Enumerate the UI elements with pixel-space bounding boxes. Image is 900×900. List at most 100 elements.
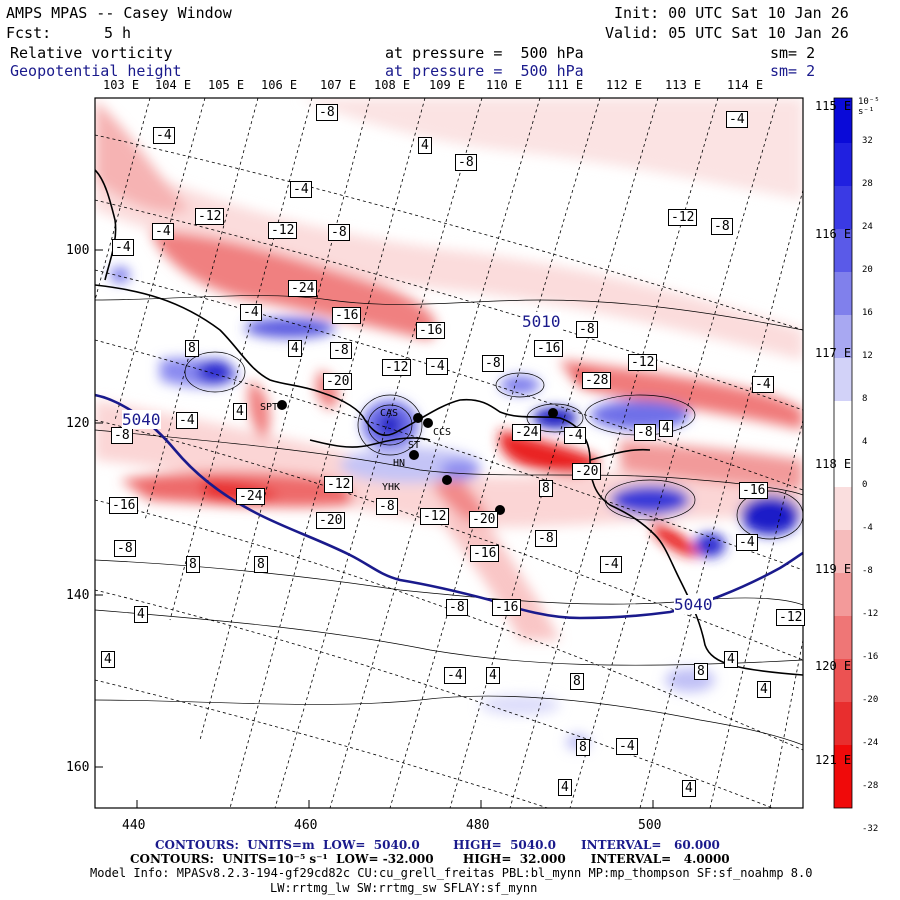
x-tick-label: 440 <box>122 818 146 833</box>
lat-lon-grid <box>95 98 803 808</box>
forecast-hours: 5 h <box>104 24 132 42</box>
station-label: CCS <box>433 427 452 438</box>
vorticity-contour-label: 4 <box>418 137 432 154</box>
colorbar-tick-label: -28 <box>862 781 879 791</box>
vorticity-contour-label: -8 <box>316 104 338 121</box>
init-time: Init: 00 UTC Sat 10 Jan 26 <box>614 4 849 22</box>
model-info: Model Info: MPASv8.2.3-194-gf29cd82c CU:… <box>90 866 813 880</box>
lon-label: 111 E <box>547 78 584 92</box>
vorticity-contour-label: -8 <box>576 321 598 338</box>
vorticity-contour-label: -12 <box>776 609 806 626</box>
vorticity-contour-label: -8 <box>482 355 504 372</box>
vorticity-contour-label: 8 <box>694 663 708 680</box>
field1-smoothing: sm= 2 <box>770 44 816 62</box>
vorticity-contour-label: -20 <box>469 511 499 528</box>
height-label: 5010 <box>522 312 561 331</box>
vorticity-contour-label: -24 <box>236 488 266 505</box>
vorticity-contour-info: CONTOURS: UNITS=10⁻⁵ s⁻¹ LOW= -32.000 HI… <box>130 852 730 866</box>
vorticity-contour-label: -16 <box>534 340 564 357</box>
colorbar-tick-label: 28 <box>862 179 873 189</box>
right-lon-label: 117 E <box>815 346 852 360</box>
y-tick-label: 140 <box>66 588 90 603</box>
vorticity-contour-label: -20 <box>323 373 353 390</box>
vorticity-contour-label: 8 <box>576 739 590 756</box>
colorbar-tick-label: -20 <box>862 695 879 705</box>
colorbar-tick-label: -4 <box>862 523 873 533</box>
vorticity-contour-label: -4 <box>600 556 622 573</box>
height-label: 5040 <box>674 595 713 614</box>
vorticity-contour-label: 4 <box>233 403 247 420</box>
right-lon-label: 119 E <box>815 562 852 576</box>
vorticity-contour-label: 4 <box>134 606 148 623</box>
station-label: CAS <box>380 408 399 419</box>
station-dot <box>413 413 423 423</box>
colorbar-tick-label: 12 <box>862 351 873 361</box>
height-contour-info: CONTOURS: UNITS=m LOW= 5040.0 HIGH= 5040… <box>155 838 720 852</box>
station-dot <box>548 408 558 418</box>
lon-label: 107 E <box>320 78 357 92</box>
colorbar-tick-label: 4 <box>862 437 868 447</box>
coastlines <box>95 169 803 676</box>
vorticity-contour-label: -8 <box>114 540 136 557</box>
right-lon-label: 116 E <box>815 227 852 241</box>
vorticity-contour-label: -12 <box>668 209 698 226</box>
vorticity-contour-label: -24 <box>288 280 318 297</box>
lon-label: 105 E <box>208 78 245 92</box>
vorticity-contour-label: 4 <box>757 681 771 698</box>
vorticity-contour-label: -16 <box>470 545 500 562</box>
field2-level: at pressure = 500 hPa <box>385 62 584 80</box>
field1-name: Relative vorticity <box>10 44 173 62</box>
lon-label: 114 E <box>727 78 764 92</box>
colorbar-tick-label: 8 <box>862 394 868 404</box>
vorticity-contour-label: -12 <box>268 222 298 239</box>
field2-smoothing: sm= 2 <box>770 62 816 80</box>
vorticity-contour-label: 4 <box>486 667 500 684</box>
forecast-label: Fcst: <box>6 24 52 42</box>
vorticity-contour-label: -8 <box>328 224 350 241</box>
lon-label: 109 E <box>429 78 466 92</box>
lon-label: 103 E <box>103 78 140 92</box>
vorticity-contour-label: -4 <box>176 412 198 429</box>
vorticity-contour-label: -8 <box>446 599 468 616</box>
vorticity-contour-label: 4 <box>288 340 302 357</box>
colorbar-tick-label: -8 <box>862 566 873 576</box>
vorticity-contour-label: -8 <box>330 342 352 359</box>
colorbar-tick-label: -12 <box>862 609 879 619</box>
vorticity-contour-label: -24 <box>512 424 542 441</box>
y-tick-label: 100 <box>66 243 90 258</box>
colorbar-tick-label: 20 <box>862 265 873 275</box>
vorticity-contour-label: -28 <box>582 372 612 389</box>
colorbar <box>833 97 853 809</box>
vorticity-contour-label: -16 <box>492 599 522 616</box>
vorticity-contour-label: -4 <box>290 181 312 198</box>
vorticity-contour-label: -8 <box>111 427 133 444</box>
vorticity-contour-label: -4 <box>616 738 638 755</box>
valid-time: Valid: 05 UTC Sat 10 Jan 26 <box>605 24 849 42</box>
station-dot <box>277 400 287 410</box>
vorticity-contour-label: -12 <box>324 476 354 493</box>
vorticity-contour-label: -8 <box>535 530 557 547</box>
x-tick-label: 460 <box>294 818 318 833</box>
station-dot <box>423 418 433 428</box>
vorticity-contour-label: -4 <box>564 427 586 444</box>
map-frame <box>94 97 804 809</box>
vorticity-contour-label: 4 <box>558 779 572 796</box>
field2-name: Geopotential height <box>10 62 182 80</box>
lon-label: 110 E <box>486 78 523 92</box>
vorticity-contour-label: 8 <box>186 556 200 573</box>
vorticity-contour-label: -8 <box>711 218 733 235</box>
colorbar-tick-label: 24 <box>862 222 873 232</box>
vorticity-contour-label: 4 <box>682 780 696 797</box>
model-info-radiation: LW:rrtmg_lw SW:rrtmg_sw SFLAY:sf_mynn <box>270 881 538 895</box>
y-tick-label: 120 <box>66 416 90 431</box>
vorticity-contour-label: 8 <box>185 340 199 357</box>
vorticity-contour-label: -12 <box>628 354 658 371</box>
x-tick-label: 480 <box>466 818 490 833</box>
vorticity-contour-label: -4 <box>240 304 262 321</box>
vorticity-contour-label: -8 <box>455 154 477 171</box>
vorticity-contour-label: -20 <box>572 463 602 480</box>
vorticity-contour-label: -4 <box>726 111 748 128</box>
field1-level: at pressure = 500 hPa <box>385 44 584 62</box>
station-dot <box>409 450 419 460</box>
vorticity-contour-label: -8 <box>376 498 398 515</box>
